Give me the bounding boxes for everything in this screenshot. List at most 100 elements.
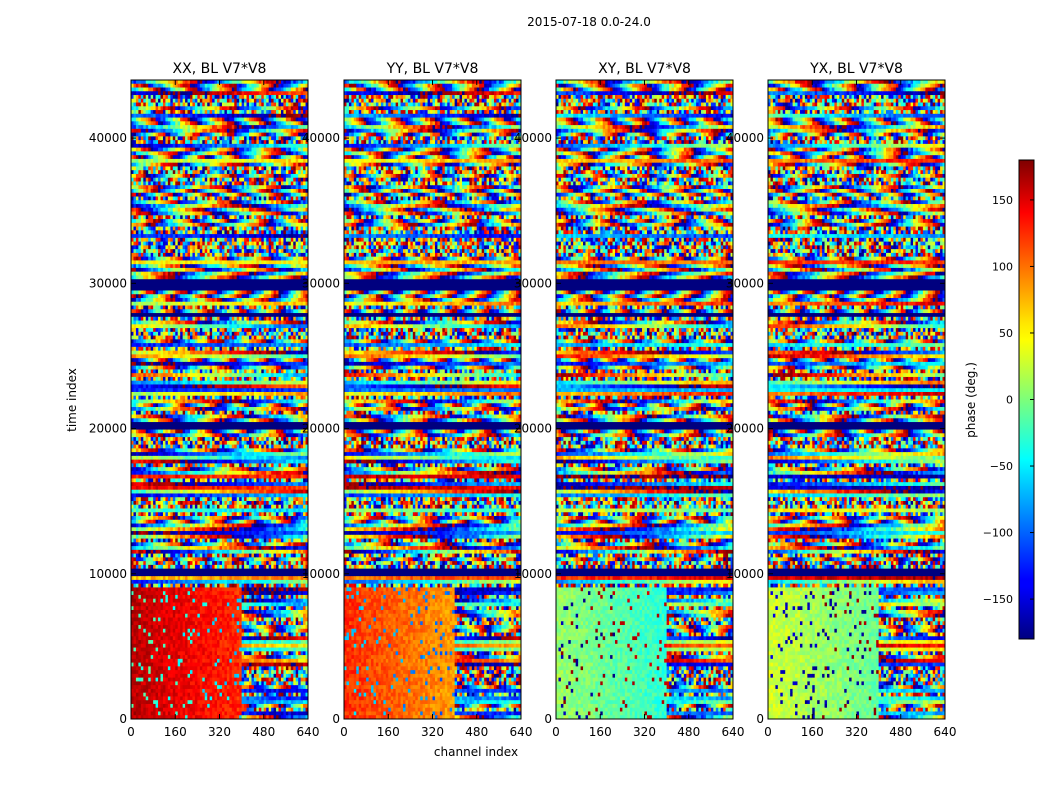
heatmap-cell: [210, 88, 213, 92]
heatmap-cell: [217, 103, 220, 107]
heatmap-cell: [274, 106, 277, 110]
heatmap-cell: [247, 125, 250, 129]
heatmap-cell: [249, 106, 252, 110]
heatmap-cell: [291, 103, 294, 107]
heatmap-cell: [232, 125, 235, 129]
heatmap-cell: [276, 106, 279, 110]
heatmap-cell: [296, 84, 299, 88]
heatmap-cell: [151, 88, 154, 92]
heatmap-cell: [288, 99, 291, 103]
heatmap-cell: [242, 99, 245, 103]
heatmap-cell: [175, 125, 178, 129]
heatmap-cell: [276, 114, 279, 118]
heatmap-cell: [296, 91, 299, 95]
heatmap-cell: [141, 95, 144, 99]
heatmap-cell: [298, 106, 301, 110]
heatmap-cell: [188, 99, 191, 103]
heatmap-cell: [271, 95, 274, 99]
heatmap-cell: [298, 103, 301, 107]
heatmap-cell: [283, 95, 286, 99]
heatmap-cell: [136, 80, 139, 84]
heatmap-cell: [281, 114, 284, 118]
heatmap-cell: [256, 121, 259, 125]
heatmap-cell: [210, 91, 213, 95]
heatmap-cell: [200, 118, 203, 122]
heatmap-cell: [133, 80, 136, 84]
heatmap-cell: [190, 84, 193, 88]
heatmap-cell: [151, 95, 154, 99]
heatmap-cell: [185, 110, 188, 114]
heatmap-cell: [279, 118, 282, 122]
heatmap-cell: [168, 106, 171, 110]
heatmap-cell: [303, 114, 306, 118]
heatmap-cell: [175, 121, 178, 125]
heatmap-cell: [180, 114, 183, 118]
heatmap-cell: [156, 95, 159, 99]
heatmap-cell: [195, 103, 198, 107]
heatmap-cell: [247, 118, 250, 122]
heatmap-cell: [271, 125, 274, 129]
heatmap-cell: [148, 99, 151, 103]
heatmap-cell: [227, 121, 230, 125]
heatmap-cell: [195, 88, 198, 92]
heatmap-cell: [293, 121, 296, 125]
heatmap-cell: [232, 99, 235, 103]
heatmap-cell: [301, 99, 304, 103]
heatmap-cell: [163, 95, 166, 99]
heatmap-cell: [249, 118, 252, 122]
heatmap-cell: [232, 88, 235, 92]
heatmap-cell: [259, 99, 262, 103]
heatmap-cell: [180, 80, 183, 84]
heatmap-cell: [227, 99, 230, 103]
heatmap-cell: [301, 88, 304, 92]
heatmap-cell: [298, 118, 301, 122]
heatmap-cell: [288, 84, 291, 88]
heatmap-cell: [286, 91, 289, 95]
heatmap-cell: [156, 121, 159, 125]
heatmap-cell: [175, 99, 178, 103]
heatmap-cell: [266, 106, 269, 110]
heatmap-cell: [301, 91, 304, 95]
heatmap-cell: [286, 95, 289, 99]
heatmap-cell: [146, 125, 149, 129]
heatmap-cell: [195, 84, 198, 88]
heatmap-cell: [163, 118, 166, 122]
heatmap-cell: [281, 80, 284, 84]
heatmap-cell: [158, 121, 161, 125]
heatmap-cell: [244, 103, 247, 107]
heatmap-cell: [202, 84, 205, 88]
heatmap-cell: [192, 88, 195, 92]
heatmap-cell: [254, 125, 257, 129]
heatmap-cell: [244, 110, 247, 114]
heatmap-cell: [188, 114, 191, 118]
heatmap-cell: [261, 88, 264, 92]
heatmap-cell: [178, 95, 181, 99]
heatmap-cell: [190, 103, 193, 107]
heatmap-cell: [269, 121, 272, 125]
heatmap-cell: [212, 114, 215, 118]
heatmap-cell: [178, 125, 181, 129]
heatmap-cell: [242, 88, 245, 92]
heatmap-cell: [281, 103, 284, 107]
heatmap-cell: [244, 95, 247, 99]
heatmap-cell: [195, 106, 198, 110]
heatmap-cell: [202, 106, 205, 110]
heatmap-cell: [163, 99, 166, 103]
heatmap-cell: [264, 110, 267, 114]
heatmap-cell: [190, 91, 193, 95]
heatmap-cell: [220, 125, 223, 129]
heatmap-cell: [291, 118, 294, 122]
heatmap-cell: [148, 114, 151, 118]
heatmap-cell: [234, 88, 237, 92]
heatmap-cell: [222, 91, 225, 95]
heatmap-cell: [161, 95, 164, 99]
panel-1: XX, BL V7*V80 160 320 480 640010000200003000…: [89, 61, 320, 739]
heatmap-cell: [259, 88, 262, 92]
heatmap-cell: [271, 88, 274, 92]
heatmap-cell: [173, 88, 176, 92]
heatmap-cell: [133, 84, 136, 88]
heatmap-cell: [222, 99, 225, 103]
heatmap-cell: [207, 95, 210, 99]
heatmap-cell: [259, 84, 262, 88]
heatmap-cell: [138, 110, 141, 114]
